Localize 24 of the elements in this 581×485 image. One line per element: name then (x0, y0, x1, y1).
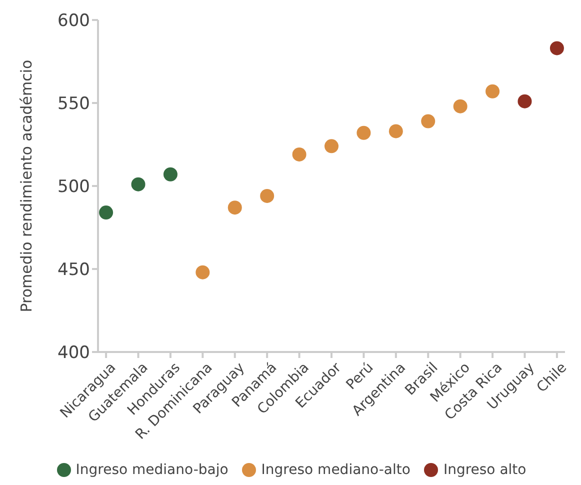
y-tick-label: 600 (58, 11, 90, 32)
y-tick-label: 550 (58, 94, 90, 114)
point (356, 126, 371, 140)
point (228, 200, 242, 215)
y-tick-label: 500 (58, 177, 90, 198)
y-axis-title: Promedio rendimiento académcio (17, 60, 36, 312)
point (163, 167, 178, 182)
legend-label: Ingreso mediano-alto (260, 462, 410, 478)
point (324, 139, 338, 154)
point (421, 114, 436, 128)
point (260, 188, 274, 203)
point (388, 124, 403, 138)
point (453, 99, 468, 114)
point (196, 265, 210, 280)
point (131, 177, 146, 192)
legend-label: Ingreso alto (442, 462, 526, 478)
point (550, 41, 564, 56)
legend-label: Ingreso mediano-bajo (74, 462, 228, 478)
point (292, 147, 306, 162)
point (486, 84, 500, 98)
y-tick-label: 400 (58, 343, 90, 364)
y-tick-label: 450 (58, 260, 90, 280)
point (518, 94, 532, 108)
point (99, 206, 114, 220)
